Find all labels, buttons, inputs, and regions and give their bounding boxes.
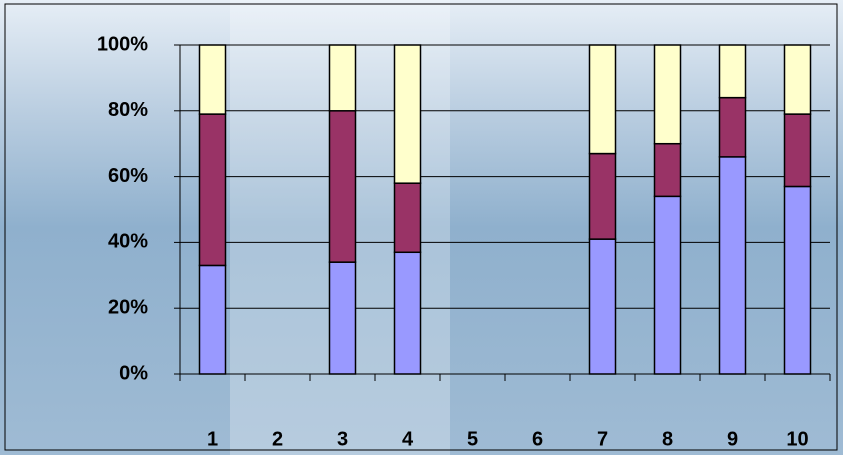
- chart-frame: [4, 3, 838, 451]
- x-tick-label: 4: [402, 428, 414, 450]
- bar-segment: [783, 44, 812, 115]
- bar-segment: [718, 156, 747, 375]
- bar-segment: [328, 261, 357, 375]
- y-tick-label: 40%: [108, 231, 148, 253]
- x-tick-label: 9: [727, 428, 738, 450]
- bar-segment: [588, 238, 617, 375]
- x-tick-label: 5: [467, 428, 478, 450]
- bar-segment: [718, 44, 747, 99]
- x-tick-label: 10: [786, 428, 808, 450]
- bar-segment: [393, 44, 422, 184]
- y-tick-label: 20%: [108, 296, 148, 318]
- bar-segment: [653, 44, 682, 145]
- bar-segment: [328, 110, 357, 263]
- bar-segment: [393, 251, 422, 375]
- y-tick-label: 60%: [108, 165, 148, 187]
- bar-segment: [588, 152, 617, 240]
- bar-segment: [783, 113, 812, 188]
- bar-segment: [588, 44, 617, 155]
- x-tick-label: 7: [597, 428, 608, 450]
- bar-segment: [198, 264, 227, 375]
- bar-segment: [198, 44, 227, 115]
- x-tick-label: 6: [532, 428, 543, 450]
- bar-segment: [328, 44, 357, 112]
- x-tick-label: 8: [662, 428, 673, 450]
- bar-segment: [198, 113, 227, 267]
- x-tick-label: 2: [272, 428, 283, 450]
- y-tick-label: 80%: [108, 99, 148, 121]
- y-tick-label: 0%: [119, 362, 148, 384]
- y-tick-label: 100%: [97, 33, 148, 55]
- bar-segment: [653, 195, 682, 375]
- bar-segment: [653, 142, 682, 198]
- bar-segment: [783, 185, 812, 375]
- x-tick-label: 3: [337, 428, 348, 450]
- x-tick-label: 1: [207, 428, 218, 450]
- bar-segment: [718, 96, 747, 158]
- bar-segment: [393, 182, 422, 254]
